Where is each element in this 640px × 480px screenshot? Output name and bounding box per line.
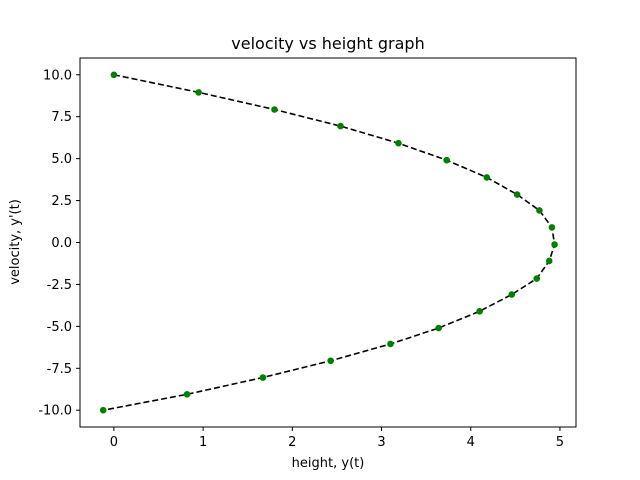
- y-tick-label: 0.0: [51, 236, 72, 251]
- y-tick-label: 7.5: [51, 110, 72, 125]
- x-axis-label: height, y(t): [292, 456, 365, 471]
- data-point: [435, 324, 442, 332]
- data-point: [533, 275, 541, 282]
- data-point: [551, 241, 558, 248]
- x-tick-label: 0: [110, 435, 118, 450]
- data-point: [443, 156, 450, 164]
- axes-frame: [79, 57, 577, 428]
- y-tick-label: -7.5: [47, 362, 72, 377]
- data-point: [99, 406, 107, 414]
- x-tick-label: 3: [377, 435, 385, 450]
- data-point: [395, 139, 402, 147]
- x-tick-label: 2: [288, 435, 296, 450]
- data-point: [548, 224, 556, 231]
- data-point: [476, 307, 483, 315]
- data-point: [110, 71, 118, 79]
- y-tick-label: -2.5: [47, 278, 72, 293]
- x-tick-label: 5: [556, 435, 564, 450]
- y-axis: -10.0 -7.5 -5.0 -2.5 0.0 2.5 5.0 7.5 10.0: [38, 68, 80, 419]
- data-point: [259, 374, 267, 381]
- y-tick-label: 5.0: [51, 152, 72, 167]
- x-tick-label: 4: [467, 435, 475, 450]
- chart-title: velocity vs height graph: [231, 34, 424, 53]
- x-tick-label: 1: [199, 435, 207, 450]
- data-point: [508, 291, 516, 298]
- data-point: [183, 390, 191, 398]
- plot-area: [99, 71, 558, 414]
- data-point: [483, 174, 491, 181]
- y-tick-label: 2.5: [51, 194, 72, 209]
- y-tick-label: 10.0: [43, 68, 72, 83]
- data-point: [271, 106, 278, 113]
- x-axis: 0 1 2 3 4 5: [110, 427, 564, 450]
- data-point: [545, 257, 553, 265]
- data-point: [327, 357, 334, 365]
- data-point: [195, 89, 202, 96]
- data-point: [513, 191, 521, 198]
- data-point: [337, 122, 344, 130]
- data-point: [387, 340, 394, 348]
- y-tick-label: -5.0: [47, 320, 72, 335]
- y-axis-label: velocity, y'(t): [8, 199, 23, 285]
- y-tick-label: -10.0: [38, 404, 72, 419]
- data-point: [536, 207, 543, 214]
